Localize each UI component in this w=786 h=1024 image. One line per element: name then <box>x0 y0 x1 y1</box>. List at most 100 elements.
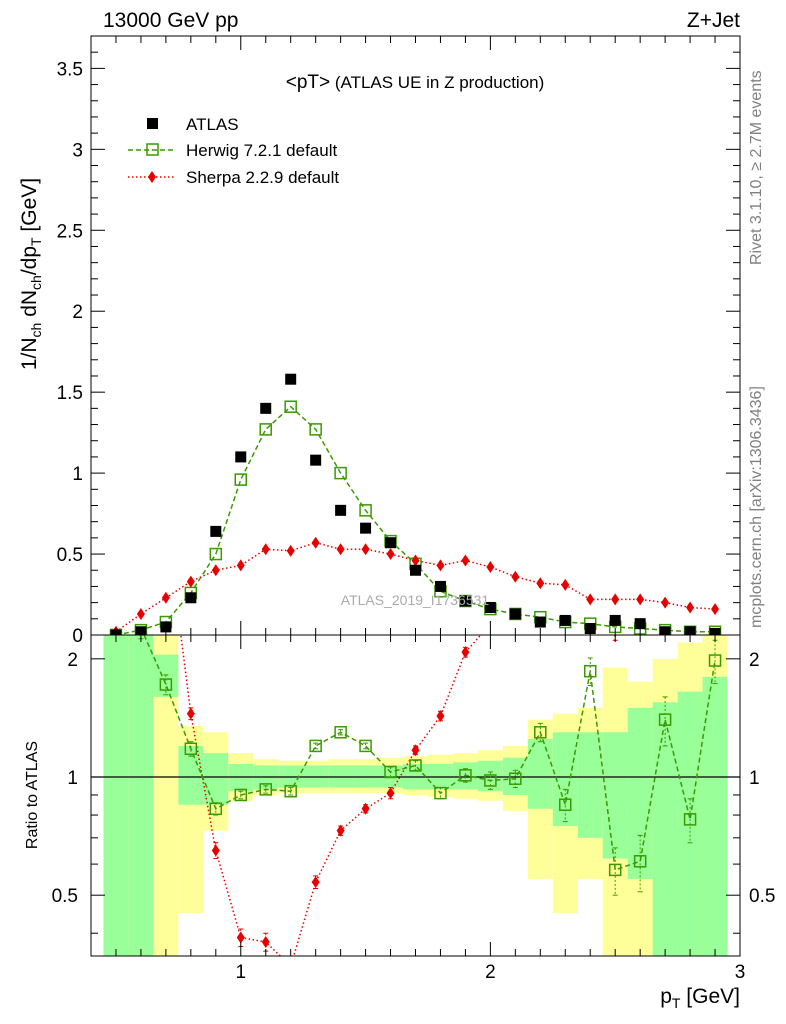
atlas-point <box>434 580 446 592</box>
atlas-point <box>210 525 222 537</box>
sherpa-point <box>161 591 170 604</box>
ratio-y-tick-label: 2 <box>67 650 78 671</box>
atlas-point <box>534 616 546 628</box>
atlas-point <box>160 621 172 633</box>
sherpa-point <box>236 559 245 572</box>
ratio-sherpa-point <box>586 480 594 492</box>
ratio-herwig-point <box>484 774 497 787</box>
legend-marker-atlas <box>147 118 158 129</box>
herwig-point <box>209 547 223 561</box>
ratio-sherpa-point <box>436 710 445 723</box>
sherpa-point <box>536 577 545 590</box>
ratio-herwig-point <box>534 726 547 739</box>
rivet-version-label: Rivet 3.1.10, ≥ 2.7M events <box>748 70 765 265</box>
x-tick-label: 3 <box>735 962 746 983</box>
main-y-tick-label: 2.5 <box>57 221 83 242</box>
ratio-sherpa-line <box>180 635 482 956</box>
sherpa-point <box>261 543 270 556</box>
sherpa-point <box>511 570 520 583</box>
legend-label-sherpa: Sherpa 2.2.9 default <box>186 168 339 187</box>
ratio-y-tick-label-right: 2 <box>749 650 760 671</box>
header-energy-label: 13000 GeV pp <box>103 9 238 32</box>
ratio-band-inner <box>702 676 728 956</box>
ratio-herwig-point <box>259 783 272 796</box>
ratio-sherpa-point <box>236 931 245 944</box>
ratio-y-tick-label-right: 0.5 <box>749 886 775 907</box>
ratio-band-inner <box>577 732 603 838</box>
header-process-label: Z+Jet <box>687 9 740 32</box>
ratio-band-inner <box>502 757 528 795</box>
x-tick-label: 2 <box>485 962 496 983</box>
atlas-point <box>285 373 297 385</box>
sherpa-point <box>436 559 445 572</box>
sherpa-point <box>486 561 495 574</box>
ratio-herwig-point <box>608 863 622 877</box>
legend-marker-herwig <box>146 143 159 156</box>
sherpa-point <box>386 548 395 561</box>
sherpa-point <box>711 603 720 616</box>
ratio-herwig-line <box>143 635 716 871</box>
sherpa-point <box>311 536 320 549</box>
ratio-herwig-point <box>509 772 522 785</box>
ratio-herwig-point <box>459 769 472 782</box>
main-panel: 0 0.5 1 1.5 2 2.5 3 3.5 ATLAS_2019_I1736531 <pT… <box>18 35 741 647</box>
sherpa-point <box>211 564 220 577</box>
sherpa-point <box>686 601 695 614</box>
ratio-sherpa-point <box>311 876 320 889</box>
main-y-axis-label: 1/Nch dNch/dpT [GeV] <box>18 178 44 370</box>
ratio-herwig-point <box>583 664 597 678</box>
ratio-sherpa-point <box>287 960 295 972</box>
ratio-sherpa-point <box>361 802 370 815</box>
main-y-tick-label: 2 <box>72 302 83 323</box>
main-y-tick-label: 3.5 <box>57 59 83 80</box>
atlas-point <box>335 504 347 516</box>
chart-title-main: <pT> <box>286 72 330 93</box>
main-y-tick-label: 0 <box>72 626 83 647</box>
ratio-sherpa-point <box>411 744 420 757</box>
ratio-herwig-point <box>633 855 647 868</box>
ratio-herwig-point <box>559 798 572 811</box>
sherpa-point <box>636 593 645 606</box>
ratio-herwig-point <box>234 788 248 802</box>
ratio-y-tick-label-right: 1 <box>749 768 760 789</box>
ratio-y-tick-label: 0.5 <box>52 886 78 907</box>
ratio-sherpa-point <box>511 595 519 607</box>
sherpa-point <box>361 543 370 556</box>
herwig-point <box>309 423 322 436</box>
ratio-herwig-point <box>384 765 397 779</box>
sherpa-point <box>411 554 420 567</box>
ratio-band-inner <box>602 732 628 859</box>
ratio-sherpa-point <box>162 511 170 523</box>
sherpa-point <box>136 607 145 620</box>
chart-title: <pT> (ATLAS UE in Z production) <box>286 72 545 93</box>
ratio-herwig-point <box>184 742 198 756</box>
atlas-point <box>410 564 421 576</box>
ratio-herwig-point <box>434 786 447 800</box>
sherpa-point <box>611 593 620 606</box>
herwig-point <box>359 504 372 517</box>
ratio-herwig-point <box>209 802 223 816</box>
ratio-sherpa-point <box>211 844 220 857</box>
x-tick-label: 1 <box>235 962 246 983</box>
ratio-y-tick-label: 1 <box>67 768 78 789</box>
main-y-tick-label: 0.5 <box>57 545 83 566</box>
atlas-point <box>385 537 397 549</box>
ratio-band-inner <box>203 753 229 805</box>
sherpa-point <box>336 543 345 556</box>
ratio-sherpa-point <box>386 787 395 800</box>
herwig-point <box>259 423 272 436</box>
ratio-herwig-point <box>683 813 697 826</box>
sherpa-point <box>561 578 570 591</box>
sherpa-point <box>661 596 670 609</box>
ratio-band-inner <box>103 635 129 956</box>
ratio-band-inner <box>128 635 154 956</box>
ratio-herwig-point <box>409 759 422 772</box>
sherpa-point <box>586 593 595 606</box>
atlas-point <box>459 595 471 607</box>
legend: ATLAS Herwig 7.2.1 default Sherpa 2.2.9 … <box>128 115 339 187</box>
ratio-sherpa-point <box>536 539 544 551</box>
atlas-point <box>559 614 571 626</box>
ratio-sherpa-point <box>186 707 195 720</box>
ratio-herwig-point <box>159 678 173 691</box>
herwig-point <box>234 473 248 486</box>
